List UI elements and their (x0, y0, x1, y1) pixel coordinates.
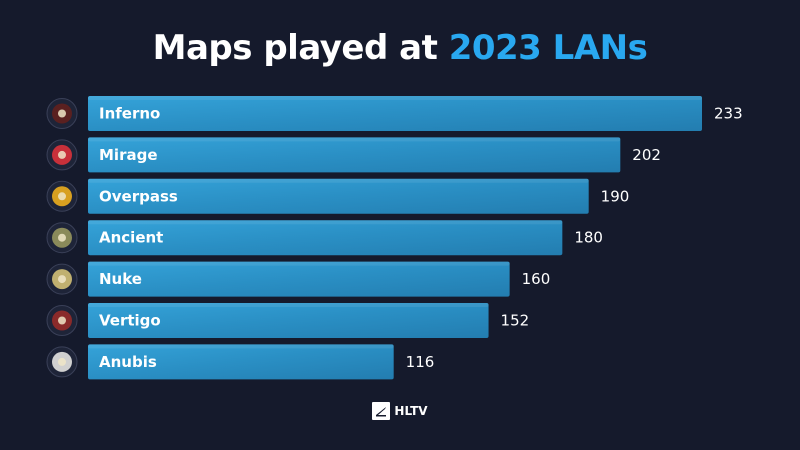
bar-label: Ancient (99, 229, 163, 247)
bar-label: Overpass (99, 187, 178, 205)
bar-label: Inferno (99, 105, 160, 123)
footer-brand: HLTV (394, 404, 428, 418)
bar-label: Anubis (99, 353, 157, 371)
title-main: Maps played at (152, 28, 438, 68)
vertigo-map-icon (46, 305, 78, 336)
bar-vertigo (88, 303, 489, 338)
bar-highlight (88, 178, 589, 183)
bar-chart: Inferno 233 Mirage 202 Overpass 190 Ancient 180… (46, 96, 743, 380)
anubis-map-icon (46, 346, 78, 378)
bar-value: 116 (406, 353, 435, 371)
bar-value: 190 (601, 187, 630, 205)
title-accent: 2023 LANs (448, 28, 648, 68)
bar-nuke (88, 261, 510, 297)
bar-value: 160 (522, 270, 551, 288)
bar-label: Mirage (99, 146, 158, 164)
bar-value: 202 (632, 146, 661, 164)
bar-value: 152 (501, 312, 530, 330)
bar-ancient (88, 220, 563, 256)
bar-highlight (88, 261, 510, 266)
bar-inferno (88, 96, 702, 131)
bar-value: 180 (574, 229, 603, 247)
bar-value: 233 (714, 105, 743, 123)
footer: HLTV (0, 402, 800, 420)
bar-label: Nuke (99, 270, 142, 288)
hltv-logo-icon (372, 402, 391, 420)
bar-label: Vertigo (99, 312, 161, 330)
bar-anubis (88, 344, 394, 380)
bar-highlight (88, 96, 702, 100)
bar-highlight (88, 220, 563, 225)
bar-highlight (88, 303, 489, 307)
inferno-map-icon (46, 98, 78, 129)
bar-highlight (88, 344, 394, 349)
bar-mirage (88, 137, 621, 173)
bar-highlight (88, 137, 621, 142)
overpass-map-icon (46, 180, 78, 212)
bar-overpass (88, 178, 589, 214)
ancient-map-icon (46, 222, 78, 254)
chart-title: Maps played at 2023 LANs (0, 28, 800, 68)
nuke-map-icon (46, 263, 78, 295)
mirage-map-icon (46, 139, 78, 171)
